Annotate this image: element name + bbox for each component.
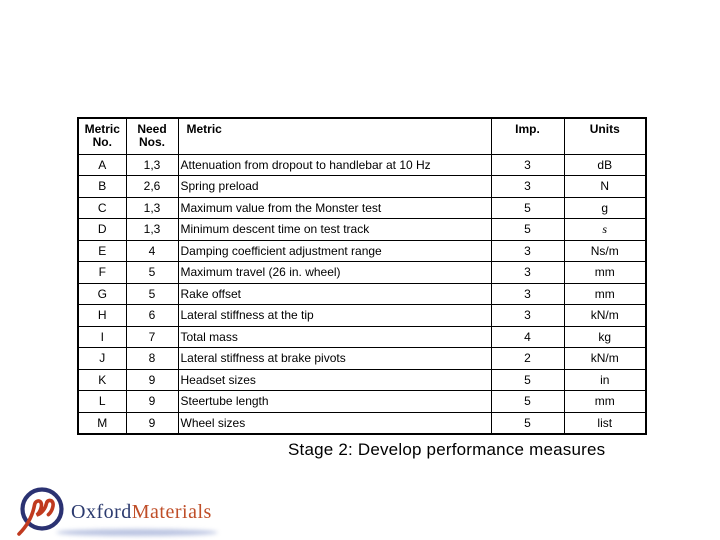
imp-cell: 3 [490, 153, 565, 176]
imp-cell: 3 [490, 304, 565, 327]
logo-m-glyph [17, 498, 55, 536]
units-cell: kg [563, 325, 647, 348]
table-row: J 8 Lateral stiffness at brake pivots 2 kN/m [77, 347, 647, 370]
metric-cell: Wheel sizes [177, 411, 492, 434]
imp-cell: 5 [490, 196, 565, 219]
units-cell: list [563, 411, 647, 434]
imp-cell: 3 [490, 282, 565, 305]
metric-no-cell: C [77, 196, 127, 219]
need-nos-cell: 9 [125, 368, 179, 391]
metric-cell: Maximum value from the Monster test [177, 196, 492, 219]
units-cell: mm [563, 282, 647, 305]
need-nos-cell: 6 [125, 304, 179, 327]
metric-cell: Rake offset [177, 282, 492, 305]
oxford-materials-logo-icon [17, 487, 64, 536]
header-need-nos: Need Nos. [125, 117, 179, 155]
imp-cell: 5 [490, 411, 565, 434]
metric-cell: Lateral stiffness at brake pivots [177, 347, 492, 370]
metric-no-cell: M [77, 411, 127, 434]
metric-no-cell: B [77, 175, 127, 198]
table-row: L 9 Steertube length 5 mm [77, 390, 647, 413]
header-metric-no: Metric No. [77, 117, 127, 155]
metric-cell: Headset sizes [177, 368, 492, 391]
metric-no-cell: E [77, 239, 127, 262]
metric-no-cell: D [77, 218, 127, 241]
imp-cell: 5 [490, 368, 565, 391]
need-nos-cell: 4 [125, 239, 179, 262]
units-cell: N [563, 175, 647, 198]
logo-text-oxford: Oxford [71, 501, 132, 523]
units-cell: Ns/m [563, 239, 647, 262]
header-imp: Imp. [490, 117, 565, 155]
header-row: Metric No. Need Nos. Metric Imp. Units [77, 117, 647, 155]
imp-cell: 3 [490, 261, 565, 284]
need-nos-cell: 5 [125, 282, 179, 305]
need-nos-cell: 5 [125, 261, 179, 284]
header-units: Units [563, 117, 647, 155]
imp-cell: 3 [490, 239, 565, 262]
units-cell: s [563, 218, 647, 241]
need-nos-cell: 9 [125, 411, 179, 434]
need-nos-cell: 1,3 [125, 153, 179, 176]
metrics-table-body: A 1,3 Attenuation from dropout to handleba… [77, 153, 647, 434]
need-nos-cell: 8 [125, 347, 179, 370]
stage-caption: Stage 2: Develop performance measures [288, 440, 606, 459]
imp-cell: 5 [490, 390, 565, 413]
metric-cell: Spring preload [177, 175, 492, 198]
units-cell: mm [563, 390, 647, 413]
table-row: G 5 Rake offset 3 mm [77, 282, 647, 305]
metric-no-cell: L [77, 390, 127, 413]
units-cell: kN/m [563, 304, 647, 327]
metric-cell: Attenuation from dropout to handlebar at… [177, 153, 492, 176]
imp-cell: 4 [490, 325, 565, 348]
table-row: A 1,3 Attenuation from dropout to handleba… [77, 153, 647, 176]
need-nos-cell: 1,3 [125, 196, 179, 219]
metric-no-cell: J [77, 347, 127, 370]
metrics-table: Metric No. Need Nos. Metric Imp. Units A… [77, 117, 647, 435]
metric-cell: Maximum travel (26 in. wheel) [177, 261, 492, 284]
units-cell: kN/m [563, 347, 647, 370]
table-row: C 1,3 Maximum value from the Monster test 5… [77, 196, 647, 219]
logo-circle [20, 487, 64, 531]
metric-no-cell: K [77, 368, 127, 391]
imp-cell: 5 [490, 218, 565, 241]
metric-no-cell: A [77, 153, 127, 176]
metric-no-cell: I [77, 325, 127, 348]
need-nos-cell: 9 [125, 390, 179, 413]
metric-cell: Damping coefficient adjustment range [177, 239, 492, 262]
imp-cell: 2 [490, 347, 565, 370]
table-row: E 4 Damping coefficient adjustment range 3 N… [77, 239, 647, 262]
need-nos-cell: 1,3 [125, 218, 179, 241]
need-nos-cell: 7 [125, 325, 179, 348]
table-row: I 7 Total mass 4 kg [77, 325, 647, 348]
units-cell: g [563, 196, 647, 219]
metric-no-cell: F [77, 261, 127, 284]
metric-cell: Minimum descent time on test track [177, 218, 492, 241]
metrics-table-header: Metric No. Need Nos. Metric Imp. Units [77, 117, 647, 155]
table-row: M 9 Wheel sizes 5 list [77, 411, 647, 434]
metric-cell: Total mass [177, 325, 492, 348]
table-row: D 1,3 Minimum descent time on test track 5 s [77, 218, 647, 241]
header-metric: Metric [177, 117, 492, 155]
metric-cell: Lateral stiffness at the tip [177, 304, 492, 327]
metric-no-cell: G [77, 282, 127, 305]
table-row: H 6 Lateral stiffness at the tip 3 kN/m [77, 304, 647, 327]
units-cell: mm [563, 261, 647, 284]
table-row: K 9 Headset sizes 5 in [77, 368, 647, 391]
logo-swoosh [56, 529, 218, 536]
metric-cell: Steertube length [177, 390, 492, 413]
units-cell: in [563, 368, 647, 391]
need-nos-cell: 2,6 [125, 175, 179, 198]
imp-cell: 3 [490, 175, 565, 198]
logo-text-materials: Materials [131, 501, 212, 523]
table-row: B 2,6 Spring preload 3 N [77, 175, 647, 198]
metric-no-cell: H [77, 304, 127, 327]
oxford-materials-wordmark: OxfordMaterials [71, 499, 212, 525]
table-row: F 5 Maximum travel (26 in. wheel) 3 mm [77, 261, 647, 284]
units-cell: dB [563, 153, 647, 176]
